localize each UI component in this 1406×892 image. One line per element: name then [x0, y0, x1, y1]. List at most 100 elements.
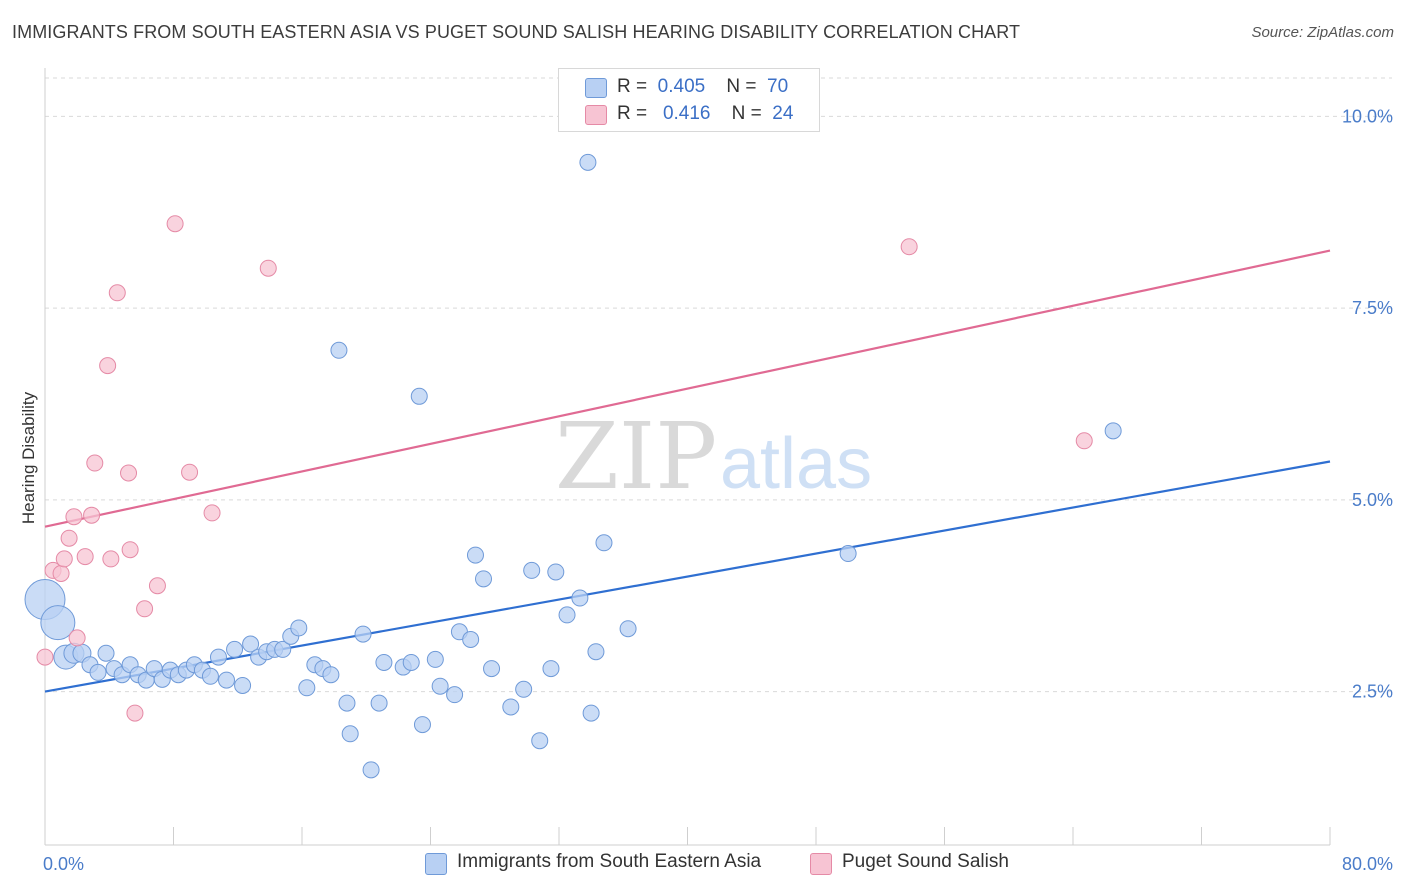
legend-r-label-2: R = — [617, 103, 648, 124]
data-point-immigrants — [226, 640, 244, 658]
data-point-immigrants — [290, 619, 308, 637]
series-legend: Immigrants from South Eastern Asia Puget… — [0, 851, 1406, 877]
data-point-immigrants — [402, 653, 420, 671]
data-point-immigrants — [558, 606, 576, 624]
data-point-salish — [126, 704, 144, 722]
watermark-zip: ZIP — [555, 403, 717, 510]
legend-swatch-blue — [585, 78, 607, 98]
data-point-immigrants — [595, 534, 613, 552]
data-point-salish — [36, 648, 54, 666]
data-point-salish — [52, 564, 70, 582]
data-point-immigrants — [338, 694, 356, 712]
y-tick-label: 2.5% — [1352, 682, 1393, 702]
x-tick-labels: 0.0% 80.0% — [43, 854, 1393, 874]
y-tick-label: 7.5% — [1352, 298, 1393, 318]
data-point-immigrants — [579, 153, 597, 171]
legend-n-label-1: N = — [726, 76, 757, 97]
legend-n-value-2: 24 — [772, 103, 794, 124]
legend-swatch-blue — [425, 853, 447, 875]
data-point-immigrants — [89, 663, 107, 681]
legend-n-label-2: N = — [731, 103, 762, 124]
data-point-immigrants — [839, 545, 857, 563]
data-point-immigrants — [531, 732, 549, 750]
legend-r-value-2: 0.416 — [662, 103, 711, 124]
legend-n-value-1: 70 — [767, 76, 789, 97]
data-point-immigrants — [462, 630, 480, 648]
data-point-salish — [60, 529, 78, 547]
data-point-immigrants — [571, 589, 589, 607]
data-point-immigrants — [523, 561, 541, 579]
data-point-immigrants — [431, 677, 449, 695]
legend-swatch-pink — [585, 105, 607, 125]
data-point-immigrants — [547, 563, 565, 581]
legend-label-salish: Puget Sound Salish — [842, 851, 1009, 872]
data-point-salish — [83, 506, 101, 524]
data-point-immigrants — [502, 698, 520, 716]
y-axis-title: Hearing Disability — [19, 391, 38, 524]
data-point-immigrants — [274, 640, 292, 658]
legend-r-value-1: 0.405 — [657, 76, 706, 97]
data-point-salish — [136, 600, 154, 618]
data-point-immigrants — [410, 387, 428, 405]
data-point-salish — [102, 550, 120, 568]
data-point-immigrants — [97, 644, 115, 662]
data-point-salish — [68, 629, 86, 647]
data-point-immigrants — [426, 650, 444, 668]
source-label: Source: ZipAtlas.com — [1251, 24, 1394, 41]
data-point-immigrants — [341, 725, 359, 743]
data-point-immigrants — [209, 648, 227, 666]
y-tick-labels: 2.5% 5.0% 7.5% 10.0% — [1342, 106, 1393, 701]
watermark-atlas: atlas — [720, 424, 872, 504]
data-point-immigrants — [582, 704, 600, 722]
data-point-immigrants — [218, 671, 236, 689]
gridlines — [45, 77, 1392, 693]
correlation-legend: R = 0.405 N = 70 R = 0.416 N = 24 — [558, 68, 820, 132]
data-point-immigrants — [298, 679, 316, 697]
data-point-immigrants — [322, 666, 340, 684]
data-point-immigrants — [354, 625, 372, 643]
data-point-salish — [99, 357, 117, 375]
points-series-2 — [36, 215, 1093, 722]
data-point-immigrants — [370, 694, 388, 712]
data-point-immigrants — [413, 716, 431, 734]
data-point-salish — [120, 464, 138, 482]
data-point-salish — [203, 504, 221, 522]
data-point-immigrants — [515, 680, 533, 698]
data-point-immigrants — [362, 761, 380, 779]
x-tick-label: 80.0% — [1342, 854, 1393, 874]
legend-swatch-pink — [810, 853, 832, 875]
data-point-immigrants — [242, 635, 260, 653]
points-series-1 — [24, 153, 1122, 779]
data-point-immigrants — [542, 660, 560, 678]
data-point-immigrants — [619, 620, 637, 638]
data-point-immigrants — [446, 686, 464, 704]
data-point-salish — [166, 215, 184, 233]
data-point-immigrants — [40, 605, 76, 641]
trend-line-salish — [44, 249, 1331, 528]
y-tick-label: 5.0% — [1352, 490, 1393, 510]
data-point-immigrants — [201, 667, 219, 685]
watermark: ZIP atlas — [555, 403, 872, 510]
data-point-salish — [76, 548, 94, 566]
data-point-immigrants — [475, 570, 493, 588]
chart-title: IMMIGRANTS FROM SOUTH EASTERN ASIA VS PU… — [12, 22, 1021, 42]
data-point-salish — [1075, 432, 1093, 450]
data-point-immigrants — [330, 341, 348, 359]
data-point-immigrants — [483, 660, 501, 678]
data-point-salish — [148, 577, 166, 595]
data-point-immigrants — [234, 676, 252, 694]
x-tick-label: 0.0% — [43, 854, 84, 874]
data-point-salish — [55, 550, 73, 568]
legend-label-immigrants: Immigrants from South Eastern Asia — [457, 851, 762, 872]
data-point-salish — [86, 454, 104, 472]
data-point-salish — [108, 284, 126, 302]
data-point-salish — [900, 238, 918, 256]
data-point-immigrants — [466, 546, 484, 564]
data-point-immigrants — [1104, 422, 1122, 440]
axes — [44, 68, 1331, 846]
data-point-immigrants — [375, 653, 393, 671]
data-point-salish — [181, 463, 199, 481]
legend-r-label-1: R = — [617, 76, 648, 97]
data-point-salish — [121, 541, 139, 559]
